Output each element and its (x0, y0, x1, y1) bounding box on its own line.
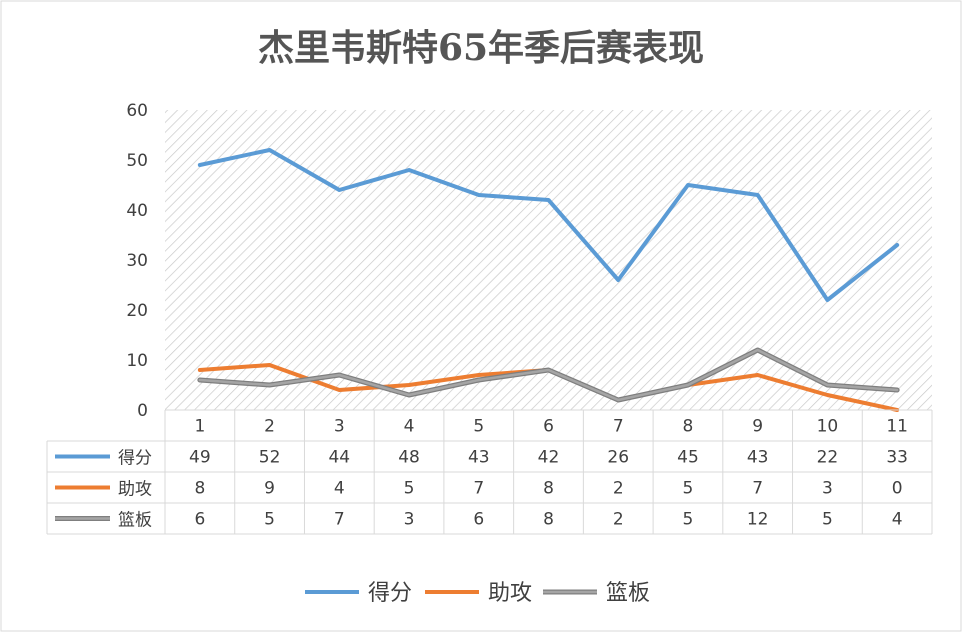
table-cell-value: 3 (404, 510, 415, 530)
table-cell-value: 52 (259, 448, 281, 468)
legend-label: 得分 (368, 581, 412, 606)
x-category-label: 2 (264, 417, 275, 437)
series-0-point[interactable] (197, 163, 202, 168)
table-series-name: 助攻 (118, 480, 152, 500)
table-cell-value: 44 (328, 448, 350, 468)
series-1-point[interactable] (407, 383, 412, 388)
x-category-label: 4 (404, 417, 415, 437)
series-0-point[interactable] (755, 193, 760, 198)
series-2-point[interactable] (476, 378, 481, 383)
chart-title: 杰里韦斯特65年季后赛表现 (258, 27, 704, 69)
x-category-label: 7 (613, 417, 624, 437)
table-cell-value: 5 (822, 510, 833, 530)
series-1-point[interactable] (755, 373, 760, 378)
table-cell-value: 5 (683, 479, 694, 499)
series-2-group (197, 347, 900, 403)
plot-area (165, 110, 932, 410)
series-1-point[interactable] (197, 368, 202, 373)
x-category-label: 3 (334, 417, 345, 437)
table-cell-value: 22 (817, 448, 839, 468)
series-0-point[interactable] (476, 193, 481, 198)
legend-item[interactable]: 得分 (305, 581, 412, 606)
y-tick-label: 20 (126, 301, 148, 321)
series-2-point[interactable] (197, 378, 202, 383)
table-series-name: 得分 (118, 449, 152, 469)
series-2-point[interactable] (546, 368, 551, 373)
series-0-point[interactable] (267, 148, 272, 153)
y-tick-label: 10 (126, 351, 148, 371)
legend-item[interactable]: 篮板 (543, 581, 650, 606)
x-category-label: 9 (752, 417, 763, 437)
legend-label: 篮板 (606, 581, 650, 606)
series-1-point[interactable] (476, 373, 481, 378)
table-series-name: 篮板 (118, 511, 152, 531)
x-category-label: 6 (543, 417, 554, 437)
y-tick-label: 40 (126, 201, 148, 221)
y-tick-label: 30 (126, 251, 148, 271)
series-2-point[interactable] (616, 398, 621, 403)
x-category-label: 5 (473, 417, 484, 437)
series-0-point[interactable] (337, 188, 342, 193)
series-2-line[interactable] (198, 348, 899, 402)
table-cell-value: 6 (194, 510, 205, 530)
series-2-point[interactable] (267, 383, 272, 388)
table-cell-value: 5 (404, 479, 415, 499)
table-cell-value: 8 (543, 479, 554, 499)
table-cell-value: 33 (886, 448, 908, 468)
table-cell-value: 2 (613, 510, 624, 530)
table-cell-value: 48 (398, 448, 420, 468)
table-cell-value: 7 (752, 479, 763, 499)
table-cell-value: 4 (892, 510, 903, 530)
series-2-point[interactable] (407, 393, 412, 398)
table-cell-value: 5 (264, 510, 275, 530)
table-cell-value: 9 (264, 479, 275, 499)
y-tick-label: 50 (126, 151, 148, 171)
y-tick-label: 60 (126, 101, 148, 121)
series-0-point[interactable] (685, 183, 690, 188)
table-cell-value: 12 (747, 510, 769, 530)
table-cell-value: 8 (194, 479, 205, 499)
series-2-point[interactable] (825, 383, 830, 388)
legend-label: 助攻 (488, 581, 532, 606)
x-category-label: 11 (886, 417, 908, 437)
x-category-label: 1 (194, 417, 205, 437)
series-0-point[interactable] (407, 168, 412, 173)
series-0-point[interactable] (616, 278, 621, 283)
series-2-point[interactable] (755, 348, 760, 353)
table-cell-value: 43 (747, 448, 769, 468)
table-cell-value: 26 (607, 448, 629, 468)
table-cell-value: 0 (892, 479, 903, 499)
table-cell-value: 4 (334, 479, 345, 499)
series-0-group (197, 148, 900, 303)
x-category-label: 8 (683, 417, 694, 437)
y-tick-label: 0 (137, 401, 148, 421)
x-category-label: 10 (817, 417, 839, 437)
series-1-point[interactable] (825, 393, 830, 398)
table-cell-value: 49 (189, 448, 211, 468)
series-2-point[interactable] (895, 388, 900, 393)
series-0-point[interactable] (546, 198, 551, 203)
table-cell-value: 42 (538, 448, 560, 468)
table-cell-value: 45 (677, 448, 699, 468)
table-cell-value: 43 (468, 448, 490, 468)
table-cell-value: 3 (822, 479, 833, 499)
legend-item[interactable]: 助攻 (425, 581, 532, 606)
series-1-point[interactable] (337, 388, 342, 393)
series-2-point[interactable] (685, 383, 690, 388)
table-cell-value: 2 (613, 479, 624, 499)
series-0-point[interactable] (825, 298, 830, 303)
series-1-point[interactable] (267, 363, 272, 368)
table-cell-value: 8 (543, 510, 554, 530)
table-cell-value: 6 (473, 510, 484, 530)
series-0-line[interactable] (197, 148, 900, 302)
series-0-point[interactable] (895, 243, 900, 248)
table-cell-value: 7 (473, 479, 484, 499)
table-cell-value: 7 (334, 510, 345, 530)
series-2-point[interactable] (337, 373, 342, 378)
table-cell-value: 5 (683, 510, 694, 530)
